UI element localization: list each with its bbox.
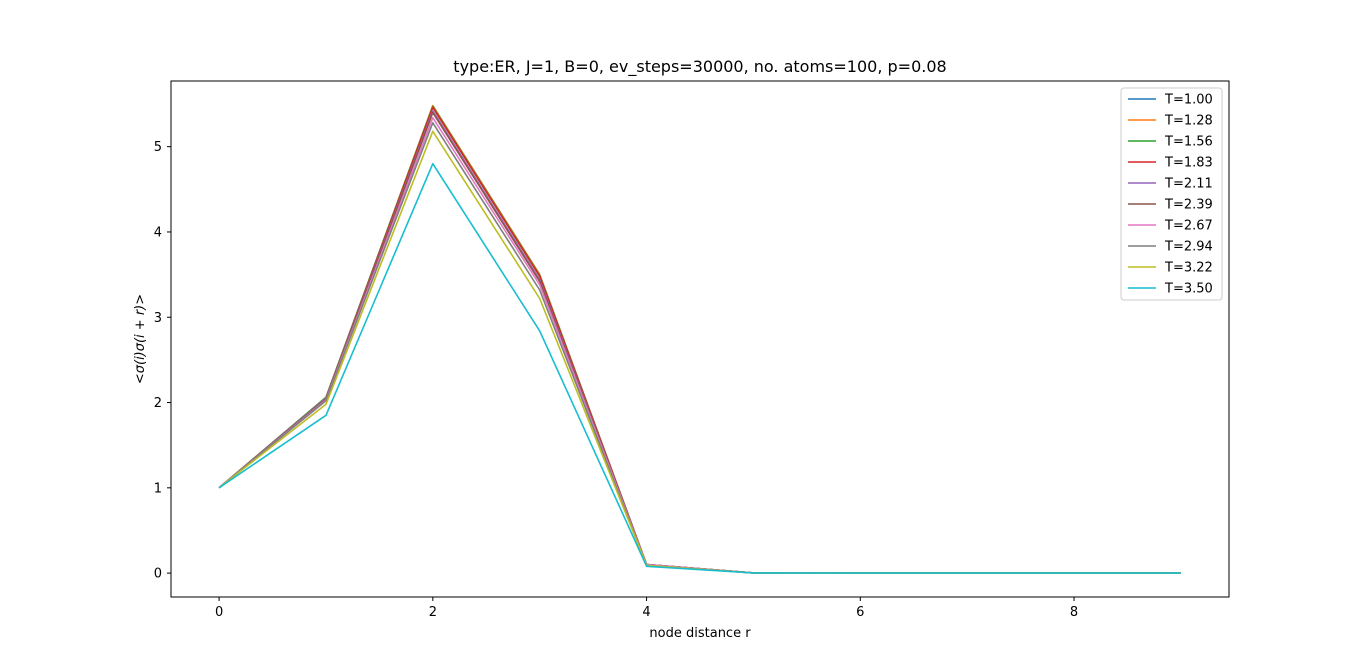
y-tick-label: 1	[154, 481, 162, 496]
legend-label: T=1.28	[1164, 114, 1213, 129]
legend: T=1.00 T=1.28 T=1.56 T=1.83 T=2.11 T=2.39 T=2.…	[1120, 87, 1223, 301]
legend-label: T=2.11	[1164, 177, 1213, 192]
x-tick-label: 8	[1070, 605, 1078, 620]
series-lines	[218, 104, 1181, 574]
legend-items: T=1.00 T=1.28 T=1.56 T=1.83 T=2.11 T=2.39 T=2.…	[1128, 93, 1213, 297]
x-tick-label: 4	[642, 605, 650, 620]
y-axis-label: <σ(i)σ(i + r)>	[133, 294, 148, 384]
legend-label: T=2.39	[1164, 198, 1213, 213]
y-tick-label: 2	[154, 396, 162, 411]
x-tick-label: 6	[856, 605, 864, 620]
legend-label: T=1.00	[1164, 93, 1213, 108]
y-tick-label: 5	[154, 140, 162, 155]
axes-frame	[170, 80, 1230, 598]
x-tick-label: 2	[429, 605, 437, 620]
y-axis-ticks: 0 1 2 3 4 5	[154, 140, 171, 582]
legend-label: T=1.83	[1164, 156, 1213, 171]
x-tick-label: 0	[215, 605, 223, 620]
y-tick-label: 0	[154, 567, 162, 582]
x-axis-label: node distance r	[649, 626, 751, 641]
legend-label: T=3.22	[1164, 261, 1213, 276]
legend-label: T=1.56	[1164, 135, 1213, 150]
y-tick-label: 4	[154, 225, 162, 240]
chart-title: type:ER, J=1, B=0, ev_steps=30000, no. a…	[453, 57, 946, 77]
series-line-10	[218, 162, 1181, 574]
plot-area	[170, 80, 1230, 598]
x-axis-ticks: 0 2 4 6 8	[215, 597, 1078, 620]
y-tick-label: 3	[154, 311, 162, 326]
legend-label: T=3.50	[1164, 282, 1213, 297]
legend-label: T=2.94	[1164, 240, 1213, 255]
legend-label: T=2.67	[1164, 219, 1213, 234]
